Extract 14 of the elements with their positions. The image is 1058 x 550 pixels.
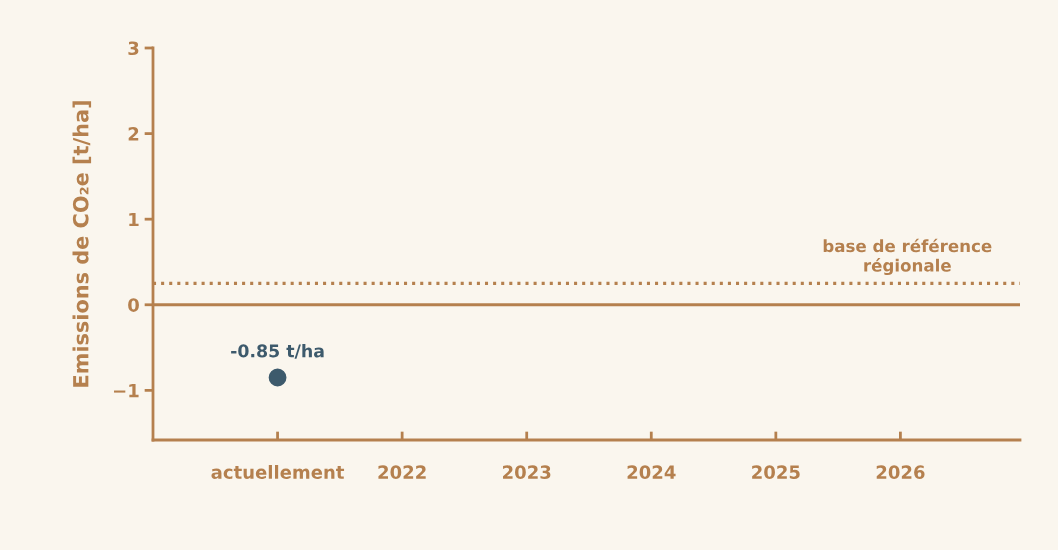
x-tick-label: 2026 (876, 465, 925, 479)
x-tick-label: 2022 (378, 465, 426, 479)
y-tick-label: −1 (114, 384, 139, 398)
x-tick-label: 2024 (627, 465, 676, 479)
y-tick-label: 3 (128, 41, 139, 56)
y-tick-label: 2 (128, 127, 139, 141)
y-tick-label: 1 (129, 212, 139, 227)
x-tick-label: 2023 (503, 465, 551, 479)
y-tick-label: 0 (128, 298, 139, 312)
text: -0.85 t/ha (231, 344, 324, 359)
x-tick-label: 2025 (752, 465, 800, 479)
y-axis-title: Emissions de CO₂e [t/ha] (72, 101, 92, 387)
ref-line-label: base de référence régionale (823, 238, 992, 276)
x-tick-label: actuellement (211, 465, 345, 479)
